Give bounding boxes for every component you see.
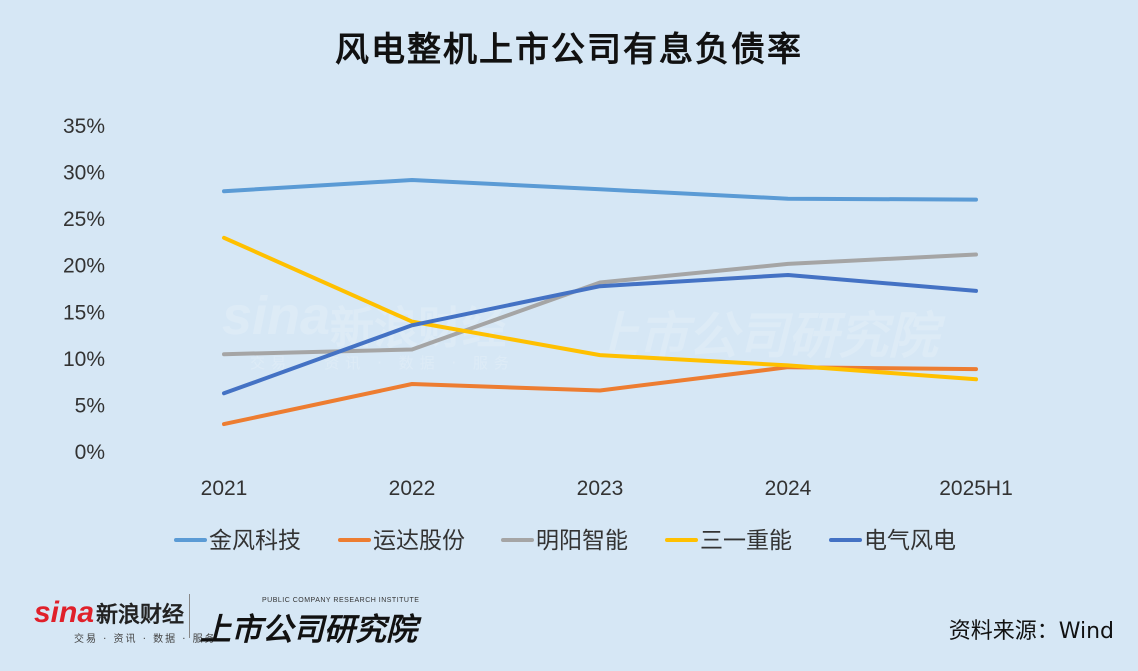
series-line	[222, 178, 978, 202]
source-note: 资料来源：Wind	[948, 619, 1114, 644]
series-line	[222, 252, 978, 357]
x-tick-label: 2021	[201, 477, 248, 500]
y-tick-label: 15%	[63, 301, 105, 324]
x-axis: 2021 2022 2023 2024 2025H1	[201, 477, 1013, 500]
legend-label: 电气风电	[864, 528, 956, 554]
footer-sina-logo: sina 新浪财经 交易 · 资讯 · 数据 · 服务	[34, 596, 215, 645]
legend-label: 金风科技	[209, 528, 301, 554]
y-tick-label: 35%	[63, 115, 105, 138]
y-tick-label: 10%	[63, 348, 105, 371]
legend-label: 明阳智能	[536, 528, 628, 554]
sina-logo-mark: sina	[34, 596, 95, 629]
x-tick-label: 2023	[577, 477, 624, 500]
series-line	[222, 235, 978, 382]
legend-label: 三一重能	[700, 528, 792, 554]
institute-logo: 上市公司研究院	[200, 612, 417, 648]
x-tick-label: 2024	[765, 477, 812, 500]
institute-english-name: PUBLIC COMPANY RESEARCH INSTITUTE	[262, 597, 420, 604]
sina-tagline: 交易 · 资讯 · 数据 · 服务	[74, 634, 217, 645]
series-line	[222, 365, 978, 427]
y-tick-label: 25%	[63, 208, 105, 231]
x-tick-label: 2025H1	[939, 477, 1013, 500]
y-tick-label: 5%	[75, 394, 105, 417]
chart-title: 风电整机上市公司有息负债率	[335, 30, 803, 70]
series-layer	[222, 178, 978, 427]
y-tick-label: 20%	[63, 255, 105, 278]
footer-divider	[189, 594, 190, 638]
legend-label: 运达股份	[373, 528, 465, 554]
line-chart: 0%5%10%15%20%25%30%35% 2021 2022 2023 2024 2…	[63, 115, 1013, 554]
series-line	[222, 273, 978, 396]
y-tick-label: 30%	[63, 162, 105, 185]
y-axis: 0% 5% 10% 15% 20% 25% 30% 35%	[63, 115, 105, 464]
sina-logo-text: 新浪财经	[96, 603, 185, 628]
legend: 金风科技 运达股份 明阳智能 三一重能 电气风电	[174, 528, 956, 554]
x-tick-label: 2022	[389, 477, 436, 500]
y-tick-label: 0%	[75, 441, 105, 464]
